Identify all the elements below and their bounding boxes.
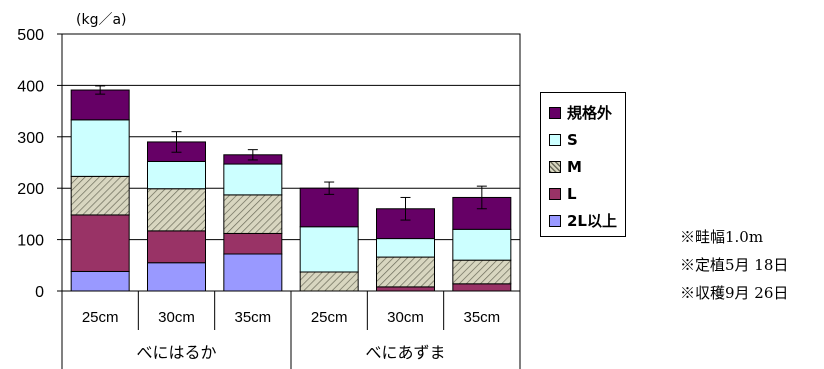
- bar-segment: [223, 232, 283, 255]
- y-tick-label: 300: [17, 130, 44, 147]
- legend-item: M: [549, 153, 617, 180]
- plot-area: [61, 33, 521, 292]
- error-bar: [476, 185, 487, 210]
- legend-item: L: [549, 180, 617, 207]
- legend-label: 規格外: [567, 104, 613, 122]
- y-tick-label: 500: [17, 27, 44, 44]
- error-bar: [171, 131, 182, 153]
- bar-segment: [376, 256, 435, 288]
- bar-segment: [452, 259, 512, 285]
- unit-label: (kg／a): [76, 12, 127, 28]
- bar-segment: [452, 228, 512, 261]
- bar-segment: [299, 187, 359, 228]
- legend-swatch: [549, 106, 561, 119]
- legend: 規格外 S M L 2L以上: [540, 92, 626, 237]
- y-tick-label: 400: [17, 78, 44, 95]
- bar-segment: [376, 238, 435, 258]
- x-category-label: 35cm: [234, 309, 271, 326]
- y-tick-label: 0: [35, 284, 44, 301]
- note-row-spacing: ※畦幅1.0m: [680, 228, 764, 246]
- legend-item: S: [549, 126, 617, 153]
- bar-segment: [70, 270, 130, 292]
- y-axis-ticks: 0 100 200 300 400 500: [17, 27, 62, 301]
- bar-segment: [147, 230, 206, 264]
- y-tick-label: 100: [17, 233, 44, 250]
- bar-segment: [223, 253, 283, 292]
- bar-segment: [147, 188, 206, 232]
- error-bar: [95, 85, 106, 95]
- note-planting-date: ※定植5月 18日: [680, 256, 789, 274]
- x-group-label: べにあずま: [365, 343, 445, 362]
- x-category-label: 35cm: [463, 309, 500, 326]
- bar-segment: [70, 89, 130, 121]
- bar-segment: [223, 163, 283, 196]
- bar-segment: [376, 286, 435, 292]
- x-category-label: 30cm: [387, 309, 424, 326]
- legend-swatch: [549, 133, 561, 146]
- note-harvest-date: ※収穫9月 26日: [680, 284, 789, 302]
- bar-segment: [70, 119, 130, 177]
- bar-segment: [147, 160, 206, 190]
- bar-segment: [70, 175, 130, 216]
- error-bar: [247, 149, 258, 161]
- legend-swatch: [549, 214, 561, 227]
- bar-segment: [223, 194, 283, 234]
- x-category-label: 25cm: [82, 309, 119, 326]
- legend-swatch: [549, 187, 561, 200]
- error-bar: [400, 196, 411, 221]
- x-category-label: 25cm: [311, 309, 348, 326]
- notes: ※畦幅1.0m ※定植5月 18日 ※収穫9月 26日: [680, 223, 788, 307]
- x-category-label: 30cm: [158, 309, 195, 326]
- x-group-label: べにはるか: [136, 343, 216, 362]
- x-axis: 25cm 30cm 35cm 25cm 30cm 35cm べにはるか べにあずま: [61, 291, 521, 369]
- legend-label: 2L以上: [567, 212, 617, 230]
- bar-segment: [70, 214, 130, 272]
- bar-segment: [299, 271, 359, 292]
- grid-lines: [62, 84, 520, 241]
- bar-segment: [376, 208, 435, 240]
- error-bars: [95, 85, 487, 221]
- error-bar: [324, 181, 335, 195]
- y-tick-label: 200: [17, 181, 44, 198]
- legend-label: M: [567, 157, 582, 176]
- legend-label: S: [567, 130, 578, 149]
- bar-segment: [452, 283, 512, 292]
- bar-segment: [299, 226, 359, 273]
- bars: [70, 89, 512, 292]
- legend-item: 2L以上: [549, 207, 617, 234]
- bar-segment: [147, 262, 206, 292]
- legend-label: L: [567, 184, 577, 203]
- legend-item: 規格外: [549, 99, 617, 126]
- legend-swatch: [549, 160, 561, 173]
